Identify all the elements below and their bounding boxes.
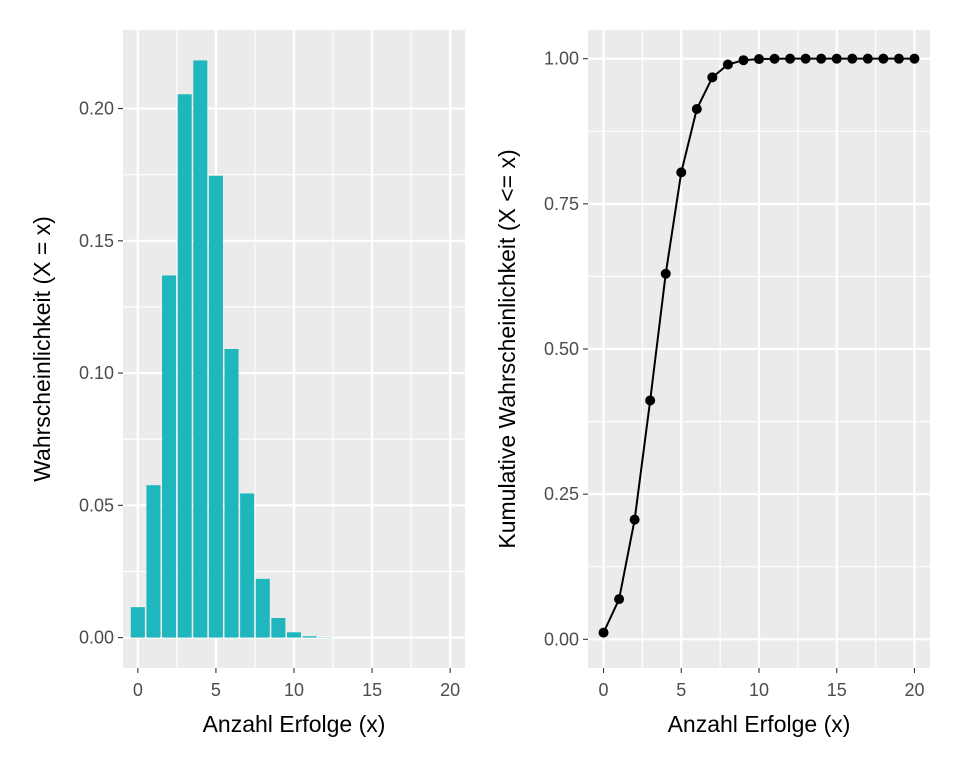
pmf-y-tick-label: 0.15: [79, 231, 114, 251]
cdf-point: [598, 627, 609, 638]
pmf-bar: [286, 632, 302, 638]
cdf-x-axis-title: Anzahl Erfolge (x): [668, 711, 851, 737]
pmf-y-tick-label: 0.05: [79, 495, 114, 515]
pmf-bar: [193, 60, 208, 638]
pmf-y-axis-title: Wahrscheinlichkeit (X = x): [29, 216, 55, 482]
cdf-series: [598, 53, 920, 638]
pmf-bar: [130, 607, 145, 638]
cdf-point: [862, 53, 873, 64]
pmf-x-axis: 0 5 10 15 20: [133, 668, 460, 700]
cdf-point: [816, 53, 827, 64]
cdf-point: [722, 59, 733, 70]
pmf-y-axis: 0.00 0.05 0.10 0.15 0.20: [79, 99, 123, 648]
pmf-bar: [240, 493, 255, 638]
pmf-y-tick-label: 0.10: [79, 363, 114, 383]
cdf-point: [660, 268, 671, 279]
cdf-point: [909, 53, 920, 64]
cdf-point: [831, 53, 842, 64]
cdf-y-axis: 0.00 0.25 0.50 0.75 1.00: [544, 49, 588, 649]
cdf-point: [800, 53, 811, 64]
pmf-x-tick-label: 20: [440, 680, 460, 700]
cdf-x-tick-label: 10: [749, 680, 769, 700]
pmf-bar: [302, 636, 317, 638]
cdf-point: [676, 167, 687, 178]
pmf-bar: [162, 275, 177, 638]
pmf-y-tick-label: 0.20: [79, 99, 114, 119]
pmf-x-tick-label: 5: [211, 680, 221, 700]
cdf-y-tick-label: 0.25: [544, 484, 579, 504]
cdf-gridlines: [588, 30, 930, 668]
cdf-point: [691, 104, 702, 115]
pmf-x-tick-label: 0: [133, 680, 143, 700]
pmf-bar: [146, 485, 161, 638]
pmf-x-tick-label: 10: [284, 680, 304, 700]
cdf-line-chart: 0.00 0.25 0.50 0.75 1.00 0 5 10 15 20 Anzahl Erf…: [494, 30, 930, 737]
pmf-x-tick-label: 15: [362, 680, 382, 700]
cdf-point: [847, 53, 858, 64]
cdf-x-tick-label: 20: [904, 680, 924, 700]
cdf-point: [707, 72, 718, 83]
pmf-bars: [130, 60, 333, 638]
pmf-bar: [255, 578, 270, 638]
cdf-y-tick-label: 0.75: [544, 194, 579, 214]
cdf-point: [645, 395, 656, 406]
cdf-x-tick-label: 0: [599, 680, 609, 700]
cdf-point: [785, 53, 796, 64]
cdf-x-axis: 0 5 10 15 20: [599, 668, 924, 700]
pmf-bar: [224, 349, 239, 638]
cdf-point: [629, 514, 640, 525]
pmf-x-axis-title: Anzahl Erfolge (x): [203, 711, 386, 737]
cdf-y-axis-title: Kumulative Wahrscheinlichkeit (X <= x): [494, 149, 520, 548]
pmf-y-tick-label: 0.00: [79, 628, 114, 648]
cdf-point: [754, 54, 764, 65]
pmf-bar: [177, 94, 192, 638]
cdf-point: [893, 53, 904, 64]
cdf-y-tick-label: 1.00: [544, 49, 579, 69]
pmf-bar: [208, 175, 223, 638]
cdf-x-tick-label: 5: [676, 680, 686, 700]
cdf-point: [738, 55, 749, 66]
cdf-point: [769, 53, 780, 64]
pmf-bar-chart: 0.00 0.05 0.10 0.15 0.20 0 5 10 15 20 Anzahl Erf…: [29, 30, 465, 737]
pmf-bar: [271, 618, 286, 638]
cdf-point: [878, 53, 889, 64]
cdf-y-tick-label: 0.00: [544, 629, 579, 649]
cdf-x-tick-label: 15: [827, 680, 847, 700]
cdf-y-tick-label: 0.50: [544, 339, 579, 359]
cdf-point: [614, 594, 625, 605]
